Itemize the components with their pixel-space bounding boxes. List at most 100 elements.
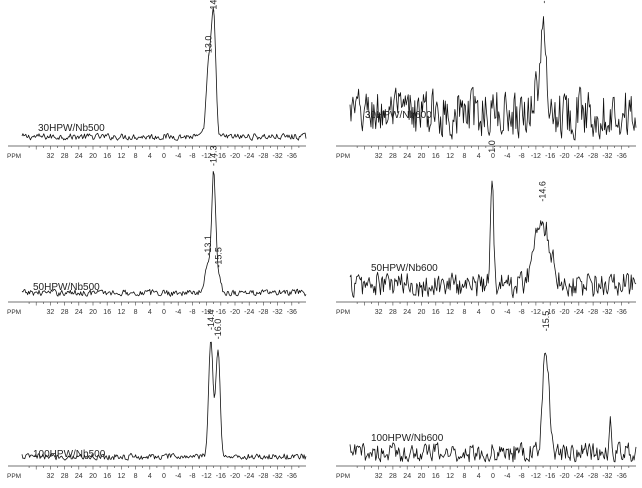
x-tick-label: -8 <box>518 309 524 316</box>
x-tick-label: -28 <box>258 473 268 480</box>
x-tick-label: -12 <box>202 473 212 480</box>
x-tick-label: -12 <box>202 309 212 316</box>
x-tick-label: 32 <box>375 309 383 316</box>
x-tick-label: 8 <box>134 309 138 316</box>
x-tick-label: -32 <box>602 309 612 316</box>
x-tick-label: -28 <box>588 473 598 480</box>
x-tick-label: 20 <box>89 309 97 316</box>
x-tick-label: -20 <box>559 473 569 480</box>
x-unit-label: PPM <box>336 153 350 160</box>
x-tick-label: 16 <box>103 473 111 480</box>
x-tick-label: -8 <box>189 473 195 480</box>
x-tick-label: 12 <box>446 153 454 160</box>
x-tick-label: -32 <box>602 473 612 480</box>
x-tick-label: 24 <box>75 473 83 480</box>
sample-label: 50HPW/Nb600 <box>371 263 438 274</box>
x-tick-label: 24 <box>403 473 411 480</box>
x-tick-label: -32 <box>602 153 612 160</box>
x-tick-label: -28 <box>588 309 598 316</box>
x-tick-label: 16 <box>103 309 111 316</box>
x-tick-label: 28 <box>389 153 397 160</box>
spectrum-trace <box>349 180 637 299</box>
x-tick-label: 0 <box>162 309 166 316</box>
x-tick-label: 0 <box>491 473 495 480</box>
x-tick-label: -8 <box>518 473 524 480</box>
peak-label: -14.3 <box>209 145 219 166</box>
x-tick-label: -8 <box>518 153 524 160</box>
x-tick-label: 16 <box>432 153 440 160</box>
x-tick-label: -28 <box>258 309 268 316</box>
x-tick-label: 8 <box>134 153 138 160</box>
x-tick-label: 20 <box>418 309 426 316</box>
x-tick-label: 0 <box>491 309 495 316</box>
x-tick-label: -20 <box>230 153 240 160</box>
x-tick-label: -16 <box>545 153 555 160</box>
x-tick-label: 16 <box>103 153 111 160</box>
peak-label: -14.3 <box>209 0 219 13</box>
x-tick-label: -32 <box>273 473 283 480</box>
x-tick-label: 12 <box>446 473 454 480</box>
x-tick-label: -8 <box>189 309 195 316</box>
peak-label: -14.4 <box>206 310 216 331</box>
x-tick-label: -4 <box>175 153 181 160</box>
x-tick-label: -24 <box>574 473 584 480</box>
x-tick-label: 4 <box>477 473 481 480</box>
x-unit-label: PPM <box>336 309 350 316</box>
x-tick-label: 28 <box>389 309 397 316</box>
peak-label: -15.0 <box>539 0 549 3</box>
x-tick-label: 8 <box>462 473 466 480</box>
x-tick-label: 4 <box>148 309 152 316</box>
peak-label: 1.0 <box>487 140 497 153</box>
x-tick-label: 0 <box>162 473 166 480</box>
x-tick-label: 32 <box>375 473 383 480</box>
x-tick-label: -32 <box>273 309 283 316</box>
x-tick-label: -36 <box>287 309 297 316</box>
x-tick-label: -4 <box>504 473 510 480</box>
sample-label: 100HPW/Nb600 <box>371 433 444 444</box>
peak-label: -15.5 <box>541 311 551 332</box>
x-tick-label: -28 <box>588 153 598 160</box>
x-tick-label: 28 <box>61 473 69 480</box>
spectrum-trace <box>21 171 307 297</box>
x-tick-label: -36 <box>617 153 627 160</box>
x-tick-label: -20 <box>559 153 569 160</box>
spectrum-panel-50hpw-nb600: PPM 32 28 24 20 16 12 8 4 0 -4 -8 -12 -16 -20 -24 -28 -32… <box>336 140 637 316</box>
x-tick-label: -32 <box>273 153 283 160</box>
x-tick-label: 28 <box>389 473 397 480</box>
spectrum-trace <box>21 6 307 141</box>
x-tick-label: -36 <box>617 309 627 316</box>
x-tick-label: 8 <box>134 473 138 480</box>
x-tick-label: 20 <box>89 473 97 480</box>
x-tick-label: -4 <box>175 309 181 316</box>
x-tick-label: -12 <box>531 473 541 480</box>
x-tick-label: -36 <box>287 153 297 160</box>
x-tick-label: -12 <box>531 309 541 316</box>
x-tick-label: 28 <box>61 153 69 160</box>
x-tick-label: -24 <box>574 153 584 160</box>
x-tick-label: -4 <box>504 309 510 316</box>
x-tick-label: -4 <box>504 153 510 160</box>
spectrum-panel-100hpw-nb500: PPM 32 28 24 20 16 12 8 4 0 -4 -8 -12 -16 -20 -24 -28 -32… <box>7 310 307 480</box>
x-unit-label: PPM <box>7 153 21 160</box>
x-tick-label: 16 <box>432 309 440 316</box>
sample-label: 100HPW/Nb500 <box>33 449 106 460</box>
x-tick-label: 4 <box>148 153 152 160</box>
x-tick-label: 8 <box>462 153 466 160</box>
peak-label: -15.5 <box>214 247 224 268</box>
x-unit-label: PPM <box>336 473 350 480</box>
x-tick-label: 24 <box>403 153 411 160</box>
sample-label: 30HPW/Nb500 <box>38 123 105 134</box>
x-tick-label: 28 <box>61 309 69 316</box>
x-tick-label: -12 <box>531 153 541 160</box>
x-tick-label: -36 <box>617 473 627 480</box>
x-tick-label: 12 <box>118 153 126 160</box>
x-tick-label: -28 <box>258 153 268 160</box>
x-tick-label: -24 <box>244 153 254 160</box>
x-tick-label: -24 <box>244 309 254 316</box>
x-tick-label: -8 <box>189 153 195 160</box>
x-unit-label: PPM <box>7 309 21 316</box>
x-tick-label: 24 <box>75 309 83 316</box>
x-tick-label: 32 <box>375 153 383 160</box>
x-tick-label: -24 <box>574 309 584 316</box>
